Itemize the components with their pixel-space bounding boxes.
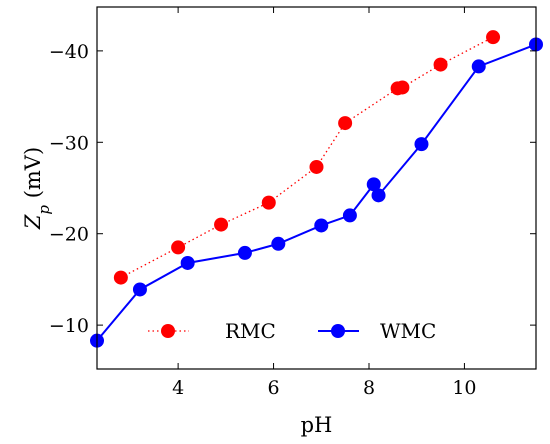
y-tick-label: −10 xyxy=(49,315,89,337)
legend-marker-wmc xyxy=(331,324,345,338)
data-point-wmc xyxy=(414,137,429,152)
data-point-rmc xyxy=(171,240,186,255)
data-point-wmc xyxy=(132,282,147,297)
data-point-rmc xyxy=(309,159,324,174)
y-axis-ticks: −10 −20 −30 −40 xyxy=(49,41,536,337)
data-point-rmc xyxy=(113,270,128,285)
x-tick-label: 10 xyxy=(452,377,476,399)
y-tick-label: −40 xyxy=(49,41,89,63)
data-point-wmc xyxy=(180,255,195,270)
data-point-rmc xyxy=(261,195,276,210)
legend-label-wmc: WMC xyxy=(380,319,436,343)
x-axis-ticks: 4 6 8 10 xyxy=(172,7,477,399)
y-tick-label: −30 xyxy=(49,132,89,154)
plot-area xyxy=(90,30,543,348)
data-point-rmc xyxy=(395,80,410,95)
data-point-rmc xyxy=(214,217,229,232)
data-point-wmc xyxy=(342,208,357,223)
legend-marker-rmc xyxy=(161,324,175,338)
series-line-wmc xyxy=(96,43,537,342)
data-point-wmc xyxy=(366,177,381,192)
data-point-rmc xyxy=(338,116,353,131)
legend: RMC WMC xyxy=(137,311,523,351)
legend-label-rmc: RMC xyxy=(225,319,276,343)
y-axis-label-unit: (mV) xyxy=(21,147,45,205)
series-layer xyxy=(90,30,543,348)
x-axis-label: pH xyxy=(301,413,333,437)
plot-frame xyxy=(96,6,537,370)
y-axis-label-subscript: p xyxy=(35,205,53,215)
data-point-wmc xyxy=(271,236,286,251)
data-point-wmc xyxy=(237,245,252,260)
data-point-rmc xyxy=(486,30,501,45)
x-tick-label: 6 xyxy=(268,377,280,399)
x-tick-label: 8 xyxy=(363,377,375,399)
data-point-wmc xyxy=(314,218,329,233)
data-point-rmc xyxy=(433,57,448,72)
y-tick-label: −20 xyxy=(49,224,89,246)
y-axis-label: Zp (mV) xyxy=(21,147,53,230)
y-axis-label-main: Z xyxy=(21,214,45,230)
data-point-wmc xyxy=(471,59,486,74)
data-point-wmc xyxy=(371,188,386,203)
x-tick-label: 4 xyxy=(172,377,184,399)
